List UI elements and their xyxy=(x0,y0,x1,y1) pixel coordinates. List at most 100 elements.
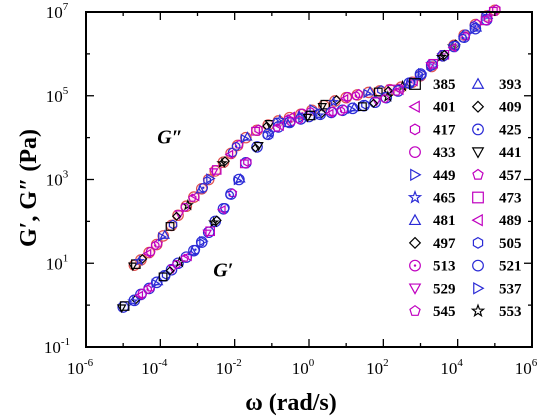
legend-entry: 513 xyxy=(409,259,456,275)
tick-marks xyxy=(85,11,533,348)
g-prime-point-overlay xyxy=(348,101,360,112)
g-double-prime-point-overlay xyxy=(231,142,241,151)
square-marker-icon xyxy=(472,191,484,204)
x-tick-label: 104 xyxy=(440,357,463,378)
g-prime-point-overlay xyxy=(428,58,438,69)
g-prime-point-overlay xyxy=(196,238,205,248)
g-double-prime-point-overlay xyxy=(180,202,190,212)
g-double-prime-point-overlay xyxy=(158,232,167,242)
g-double-prime-point-overlay xyxy=(159,229,170,239)
star-marker-icon xyxy=(470,303,486,318)
g-double-prime-point-overlay xyxy=(320,99,331,110)
triangle-right-marker-icon xyxy=(473,281,485,295)
circle-marker-icon xyxy=(409,146,421,159)
legend-entry: 545 xyxy=(409,304,456,320)
y-axis-title: G′, G″ (Pa) xyxy=(16,129,42,247)
legend-label: 553 xyxy=(499,304,522,320)
y-tick-label: 10-1 xyxy=(44,336,70,357)
g-prime-point-overlay xyxy=(262,130,272,140)
g-prime-point-overlay xyxy=(253,141,264,152)
legend-label: 393 xyxy=(499,77,522,93)
g-double-prime-point-overlay xyxy=(317,103,328,112)
legend-label: 505 xyxy=(499,236,522,252)
annotations: G″ G′ xyxy=(157,127,233,282)
x-tick-label: 10-6 xyxy=(67,357,94,378)
g-prime-point-overlay xyxy=(151,278,161,289)
legend-label: 401 xyxy=(433,100,456,116)
g-double-prime-point-overlay xyxy=(188,193,197,202)
circle-marker-icon xyxy=(472,259,484,272)
legend-label: 529 xyxy=(433,281,456,297)
g-double-prime-point-overlay xyxy=(211,165,222,175)
legend-entry: 489 xyxy=(471,213,522,229)
g-double-prime-point-overlay xyxy=(224,149,234,160)
g-prime-point-overlay xyxy=(392,87,401,96)
legend-entry: 497 xyxy=(408,236,456,252)
x-tick-label: 102 xyxy=(366,357,389,378)
hexagon-marker-icon xyxy=(472,236,484,249)
pentagon-marker-icon xyxy=(472,168,484,180)
g-prime-point-overlay xyxy=(480,16,490,26)
series-g-prime xyxy=(116,13,493,314)
g-prime-point-overlay xyxy=(368,98,379,108)
tick-labels: 10-6 10-4 10-2 100 102 104 106 10-1 101 103 105 107 xyxy=(44,1,538,378)
legend-entry: 433 xyxy=(409,145,456,161)
g-prime-point-overlay xyxy=(471,22,483,32)
g-prime-point-overlay xyxy=(187,246,198,256)
g-prime-point-overlay xyxy=(380,94,390,104)
diamond-marker-icon xyxy=(471,100,485,113)
y-tick-label: 107 xyxy=(46,1,69,22)
g-prime-point-overlay xyxy=(447,42,457,53)
legend-label: 537 xyxy=(499,281,522,297)
square-marker-icon xyxy=(409,78,421,90)
triangle-right-marker-icon xyxy=(410,168,422,182)
g-prime-point-overlay xyxy=(165,266,175,276)
legend-entry: 521 xyxy=(472,259,522,275)
legend-entry: 465 xyxy=(407,189,456,207)
legend-label: 425 xyxy=(499,122,522,138)
g-double-prime-point-overlay xyxy=(363,88,373,99)
legend-label: 481 xyxy=(433,213,456,229)
y-tick-label: 103 xyxy=(46,169,69,190)
plot-frame xyxy=(85,11,533,348)
g-double-prime-label: G″ xyxy=(157,127,183,149)
g-prime-point-overlay xyxy=(225,190,234,200)
g-double-prime-point-overlay xyxy=(171,211,182,221)
x-tick-label: 10-2 xyxy=(216,357,242,378)
legend-entry: 401 xyxy=(408,100,456,116)
g-prime-point-overlay xyxy=(470,24,479,35)
g-prime-point-overlay xyxy=(371,97,382,107)
g-double-prime-point-overlay xyxy=(142,248,152,259)
circle-dot-marker-icon xyxy=(409,259,421,272)
g-prime-point-overlay xyxy=(272,123,282,132)
g-double-prime-point-overlay xyxy=(133,254,146,266)
g-prime-point-overlay xyxy=(313,109,325,121)
y-tick-label: 101 xyxy=(46,252,69,273)
g-double-prime-point-overlay xyxy=(264,120,275,130)
g-prime-point-overlay xyxy=(324,108,334,119)
g-double-prime-point-overlay xyxy=(351,91,361,101)
legend-label: 457 xyxy=(499,168,522,184)
g-prime-point-overlay xyxy=(357,102,367,112)
g-prime-point-overlay xyxy=(283,118,293,128)
g-double-prime-point-overlay xyxy=(208,168,219,177)
legend-entry: 409 xyxy=(471,100,522,116)
pentagon-marker-icon xyxy=(409,304,421,316)
g-double-prime-point-overlay xyxy=(195,184,206,194)
g-prime-point-overlay xyxy=(158,272,168,282)
y-tick-label: 105 xyxy=(46,85,69,106)
g-double-prime-point-overlay xyxy=(128,262,138,272)
g-prime-point-overlay xyxy=(302,113,313,123)
g-prime-point-overlay xyxy=(250,143,261,153)
legend-label: 441 xyxy=(499,145,522,161)
legend-label: 473 xyxy=(499,191,522,207)
legend-entry: 385 xyxy=(409,77,456,93)
legend-entry: 425 xyxy=(472,122,522,138)
g-prime-point-overlay xyxy=(127,295,139,307)
legend-entry: 441 xyxy=(471,145,522,161)
g-prime-point-overlay xyxy=(239,159,249,169)
legend-label: 513 xyxy=(433,259,456,275)
g-prime-label: G′ xyxy=(213,260,233,282)
legend-label: 497 xyxy=(433,236,456,252)
